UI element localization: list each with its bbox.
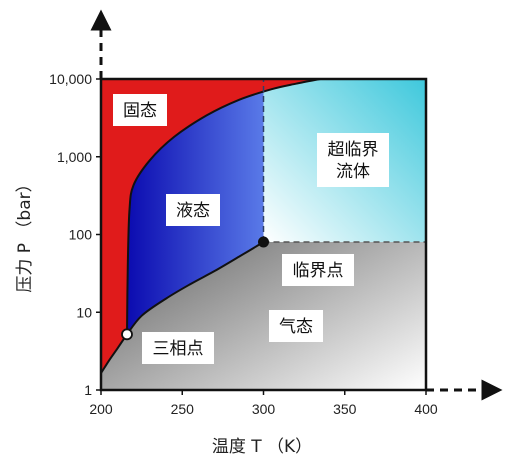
supercritical-label-text: 流体 xyxy=(336,162,370,182)
liquid-label-box xyxy=(166,194,220,226)
solid-label: 固态 xyxy=(113,94,167,126)
melting-curve xyxy=(126,78,321,335)
critical-point-label-text: 临界点 xyxy=(293,261,344,281)
liquid-region xyxy=(127,79,321,335)
sublimation-curve xyxy=(100,333,128,374)
y-tick-label: 100 xyxy=(69,227,93,243)
x-tick-label: 300 xyxy=(252,401,276,417)
liquid-label-text: 液态 xyxy=(176,201,210,221)
critical-point-label: 临界点 xyxy=(282,254,354,286)
y-tick-label: 1,000 xyxy=(57,149,92,165)
x-tick-label: 400 xyxy=(414,401,438,417)
y-tick-label: 10,000 xyxy=(49,71,92,87)
triple-point-label-box xyxy=(142,332,214,364)
supercritical-label-text: 超临界 xyxy=(328,140,379,160)
gas-label: 气态 xyxy=(269,310,323,342)
triple-point-marker xyxy=(121,328,133,341)
vaporization-curve xyxy=(126,241,265,335)
supercritical-label-box xyxy=(317,133,389,187)
critical-point-marker xyxy=(258,236,269,248)
critical-point-label-box xyxy=(282,254,354,286)
y-tick-label: 10 xyxy=(76,304,92,320)
gas-label-box xyxy=(269,310,323,342)
triple-point-label-text: 三相点 xyxy=(153,339,204,359)
gas-label-text: 气态 xyxy=(279,317,313,337)
y-axis-title: 压力 P （bar） xyxy=(15,175,35,292)
solid-label-box xyxy=(113,94,167,126)
triple-point-label: 三相点 xyxy=(142,332,214,364)
x-tick-label: 350 xyxy=(333,401,357,417)
x-tick-label: 200 xyxy=(89,401,113,417)
y-tick-label: 1 xyxy=(84,382,92,398)
liquid-label: 液态 xyxy=(166,194,220,226)
x-axis-title: 温度 T （K） xyxy=(212,437,312,457)
x-tick-label: 250 xyxy=(171,401,195,417)
solid-label-text: 固态 xyxy=(123,101,157,121)
